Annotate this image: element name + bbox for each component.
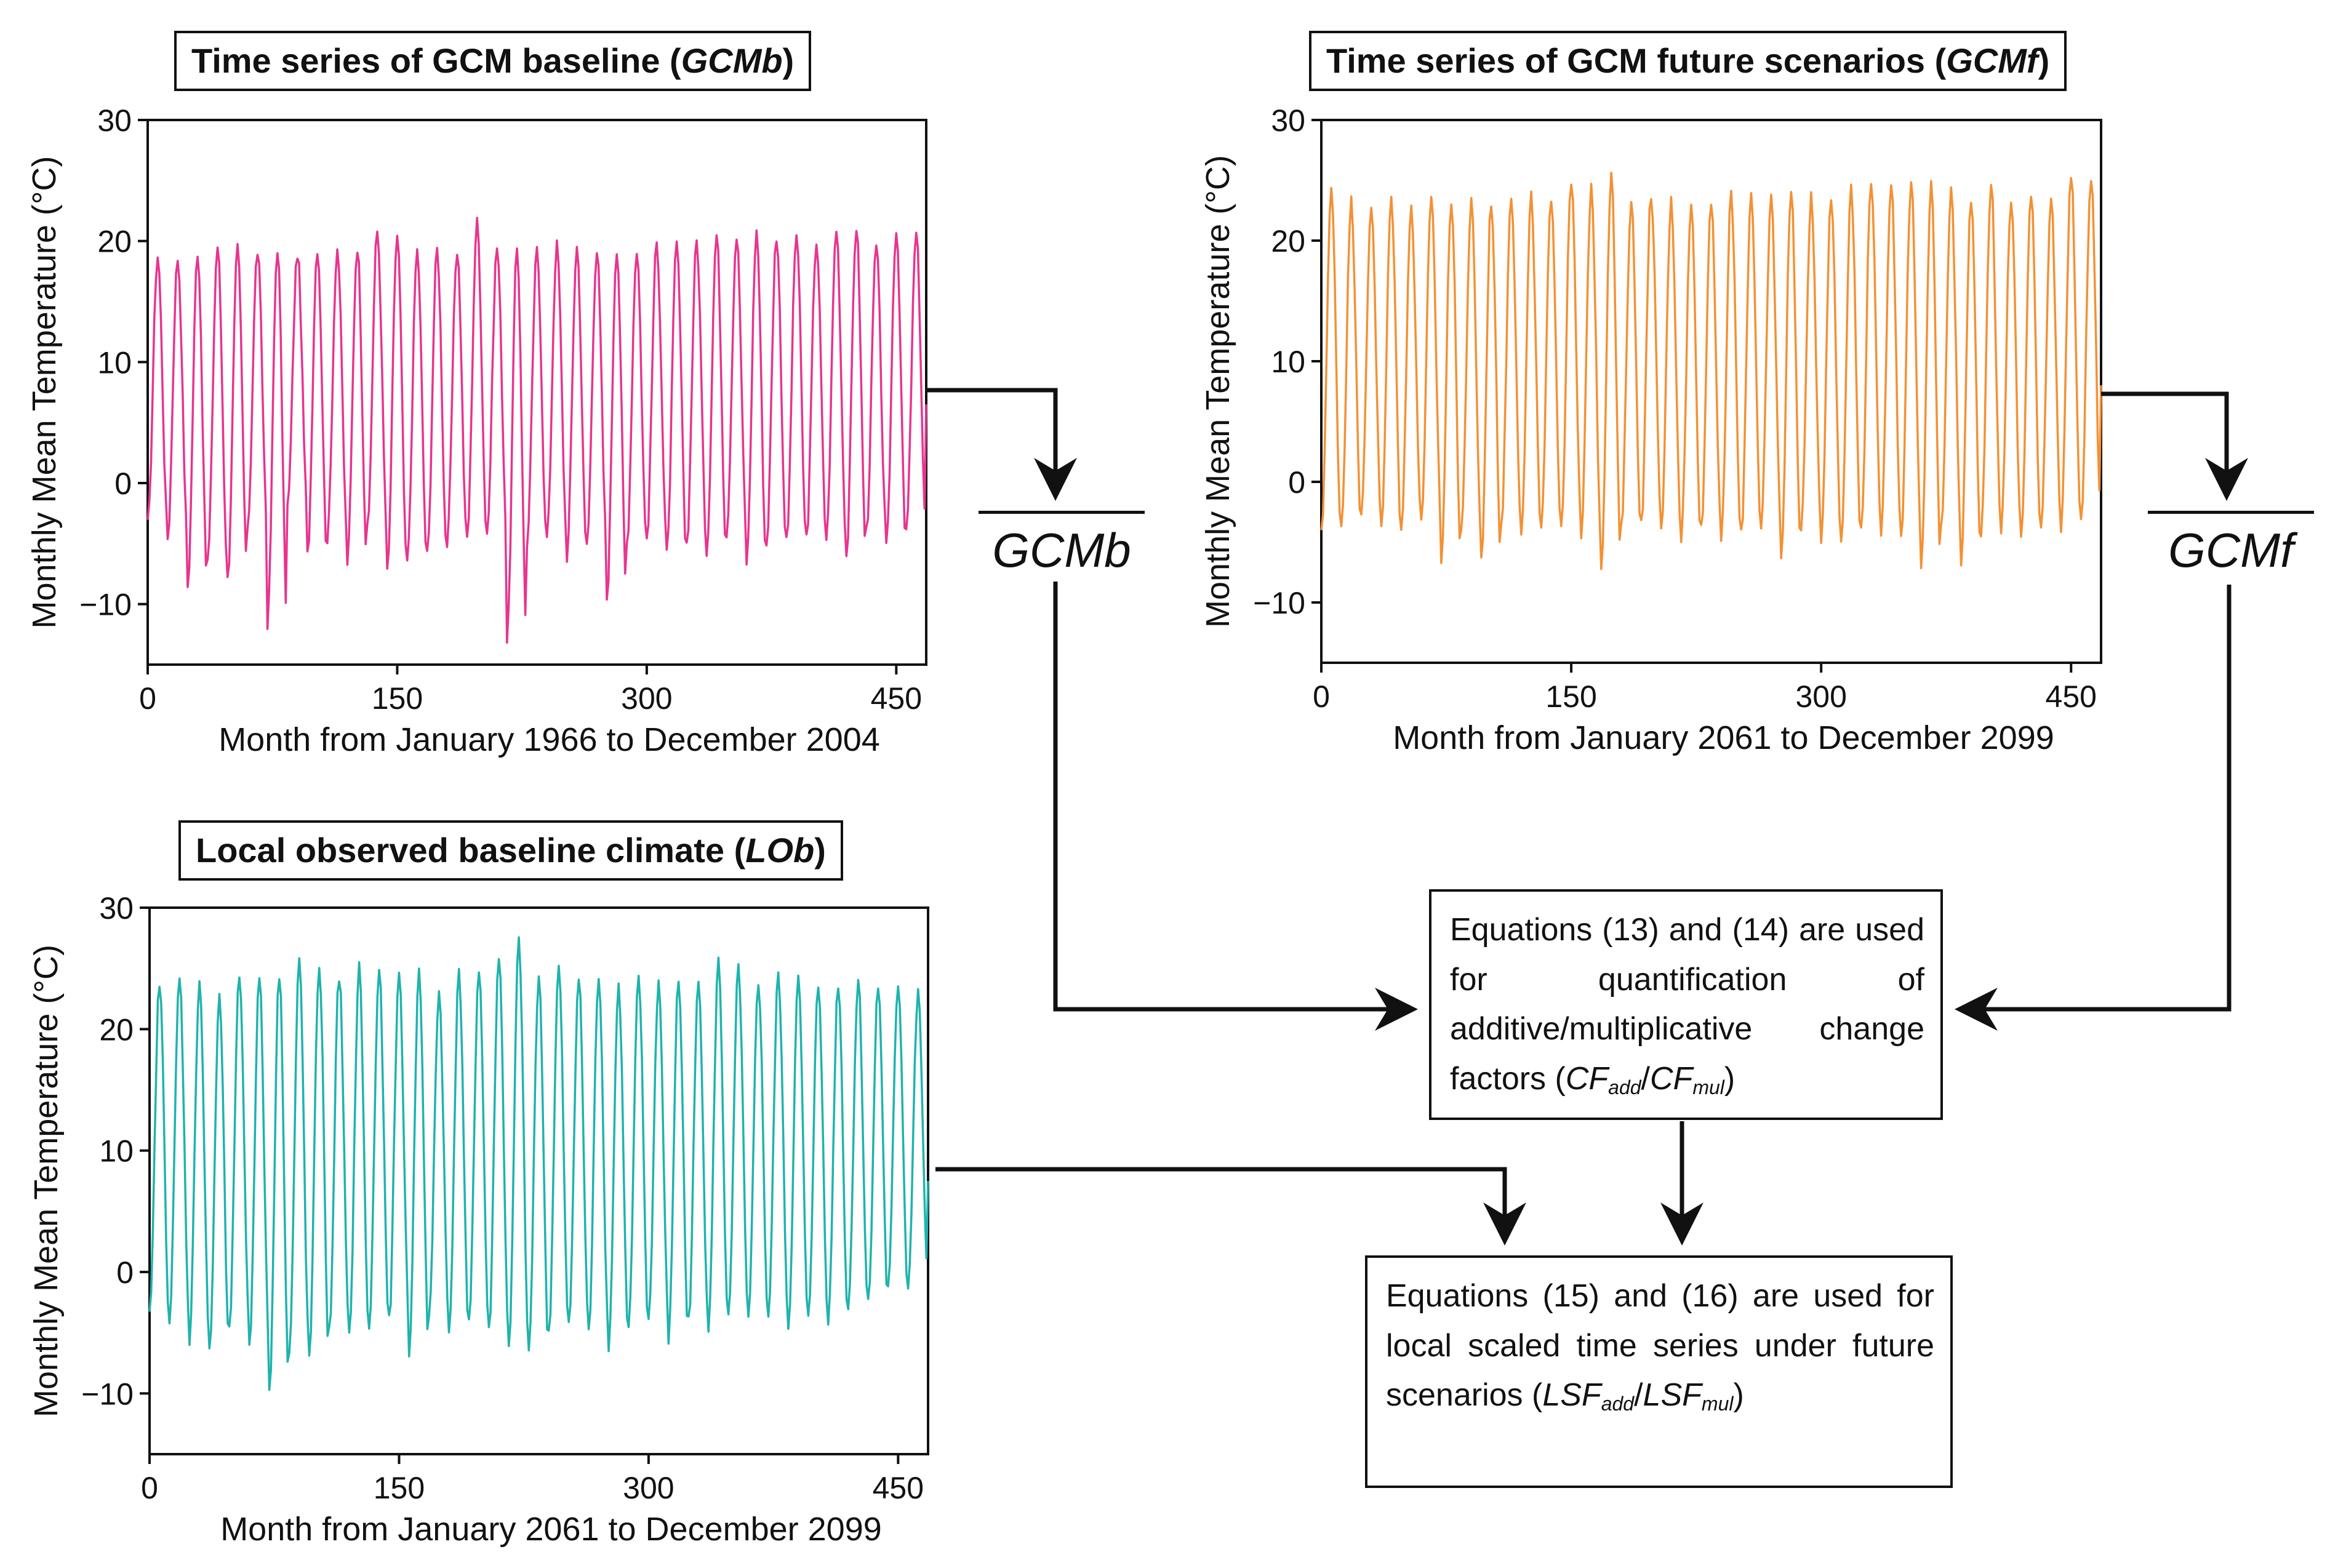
arrow-gcmb-to-mean: [926, 388, 1077, 501]
gcmb-ytick-label: 10: [97, 345, 132, 380]
lob-ytick-label: 10: [99, 1134, 134, 1169]
arrow-gcmf-to-mean: [2101, 391, 2248, 501]
eq2-lsf-symbol-2: LSF: [1643, 1377, 1702, 1414]
gcmf-title-box: Time series of GCM future scenarios (GCM…: [1309, 31, 2067, 91]
lob-xtick-label: 300: [623, 1471, 674, 1505]
gcmf-xtick-label: 300: [1795, 679, 1846, 714]
lob-title-box: Local observed baseline climate (LOb): [178, 820, 843, 881]
lob-title-end: ): [814, 831, 826, 870]
gcmb-mean-text: GCMb: [979, 511, 1145, 578]
gcmb-xtick-label: 450: [871, 681, 922, 716]
equation-box-change-factors: Equations (13) and (14) are used for qua…: [1429, 889, 1943, 1120]
lob-ytick-label: 30: [99, 891, 134, 926]
lob-xtick-label: 450: [873, 1471, 924, 1505]
arrow-gcmf-mean-to-eq1: [1955, 585, 2232, 1031]
lob-title-italic: LOb: [745, 831, 815, 870]
gcmf-ytick-label: 20: [1271, 224, 1305, 258]
gcmb-mean-label: GCMb: [979, 511, 1145, 578]
equation-box-local-scaled: Equations (15) and (16) are used for loc…: [1365, 1255, 1953, 1488]
gcmf-xtick-label: 0: [1313, 679, 1330, 714]
gcmf-mean-text: GCMf: [2148, 511, 2314, 578]
lob-xtick-label: 0: [141, 1471, 158, 1505]
eq2-end: ): [1733, 1377, 1744, 1414]
gcmb-ytick-label: −10: [79, 588, 132, 622]
gcmb-title-italic: GCMb: [681, 41, 783, 80]
gcmf-xlabel: Month from January 2061 to December 2099: [1393, 719, 2054, 756]
gcmb-ytick-label: 0: [114, 466, 132, 501]
gcmf-ytick-label: 0: [1288, 465, 1305, 500]
gcmf-title-text: Time series of GCM future scenarios (: [1326, 41, 1947, 80]
eq2-lsf-symbol: LSF: [1542, 1377, 1601, 1414]
gcmb-xtick-label: 0: [139, 681, 156, 716]
gcmb-chart: 30 20 10 0 −10 0 150 300 450 Month from January 1…: [26, 103, 927, 758]
gcmb-ylabel: Monthly Mean Temperature (°C): [26, 156, 63, 629]
lob-title-text: Local observed baseline climate (: [196, 831, 746, 870]
gcmb-title-text: Time series of GCM baseline (: [191, 41, 681, 80]
eq2-mul-sub: mul: [1701, 1393, 1734, 1415]
eq1-end: ): [1724, 1060, 1735, 1097]
eq1-add-sub: add: [1608, 1076, 1641, 1098]
eq1-cf-mul: CFmul: [1650, 1060, 1724, 1098]
arrow-lob-to-eq2: [935, 1167, 1526, 1246]
gcmf-ytick-label: −10: [1253, 586, 1305, 620]
eq1-cf-symbol: CF: [1565, 1060, 1609, 1097]
eq1-text: Equations (13) and (14) are used for qua…: [1450, 912, 1924, 1097]
gcmf-ytick-label: 10: [1271, 345, 1305, 379]
gcmb-title-box: Time series of GCM baseline (GCMb): [174, 31, 812, 91]
gcmb-ytick-label: 20: [97, 225, 132, 259]
eq1-slash: /: [1641, 1060, 1650, 1097]
arrow-gcmb-mean-to-eq1: [1053, 582, 1418, 1031]
gcmf-series-line: [1320, 171, 2102, 570]
gcmb-ytick-label: 30: [97, 103, 132, 138]
gcmb-title-end: ): [782, 41, 795, 80]
gcmf-title-italic: GCMf: [1946, 41, 2038, 80]
gcmb-xtick-label: 150: [372, 681, 423, 716]
lob-ytick-label: −10: [81, 1377, 134, 1411]
eq1-mul-sub: mul: [1692, 1076, 1724, 1098]
gcmf-plot-frame: [1320, 119, 2102, 664]
gcmf-ylabel: Monthly Mean Temperature (°C): [1199, 155, 1236, 628]
eq2-add-sub: add: [1601, 1393, 1635, 1415]
gcmf-ytick-label: 30: [1271, 103, 1305, 138]
eq1-cf-add: CFadd: [1565, 1060, 1641, 1098]
gcmb-plot-frame: [146, 119, 927, 666]
lob-ytick-label: 20: [99, 1012, 134, 1047]
eq1-cf-symbol-2: CF: [1650, 1060, 1693, 1097]
gcmf-chart: 30 20 10 0 −10 0 150 300 450 Month from January 2…: [1199, 103, 2102, 756]
eq2-lsf-mul: LSFmul: [1643, 1377, 1734, 1415]
eq2-text: Equations (15) and (16) are used for loc…: [1386, 1278, 1934, 1414]
gcmf-xtick-label: 150: [1545, 679, 1596, 714]
lob-xtick-label: 150: [374, 1471, 425, 1505]
connector-arrows: [926, 388, 2248, 1246]
gcmb-series-line: [146, 217, 927, 644]
gcmb-xlabel: Month from January 1966 to December 2004: [218, 721, 880, 758]
lob-series-line: [148, 936, 929, 1391]
eq2-slash: /: [1634, 1377, 1643, 1414]
gcmf-mean-label: GCMf: [2148, 511, 2314, 578]
eq2-lsf-add: LSFadd: [1542, 1377, 1635, 1415]
lob-ylabel: Monthly Mean Temperature (°C): [28, 945, 65, 1417]
lob-ytick-label: 0: [116, 1255, 134, 1290]
gcmf-title-end: ): [2038, 41, 2050, 80]
lob-xlabel: Month from January 2061 to December 2099: [220, 1511, 882, 1548]
gcmf-xtick-label: 450: [2046, 679, 2097, 714]
gcmb-xtick-label: 300: [621, 681, 672, 716]
lob-chart: 30 20 10 0 −10 0 150 300 450 Month from January 2…: [28, 891, 929, 1548]
